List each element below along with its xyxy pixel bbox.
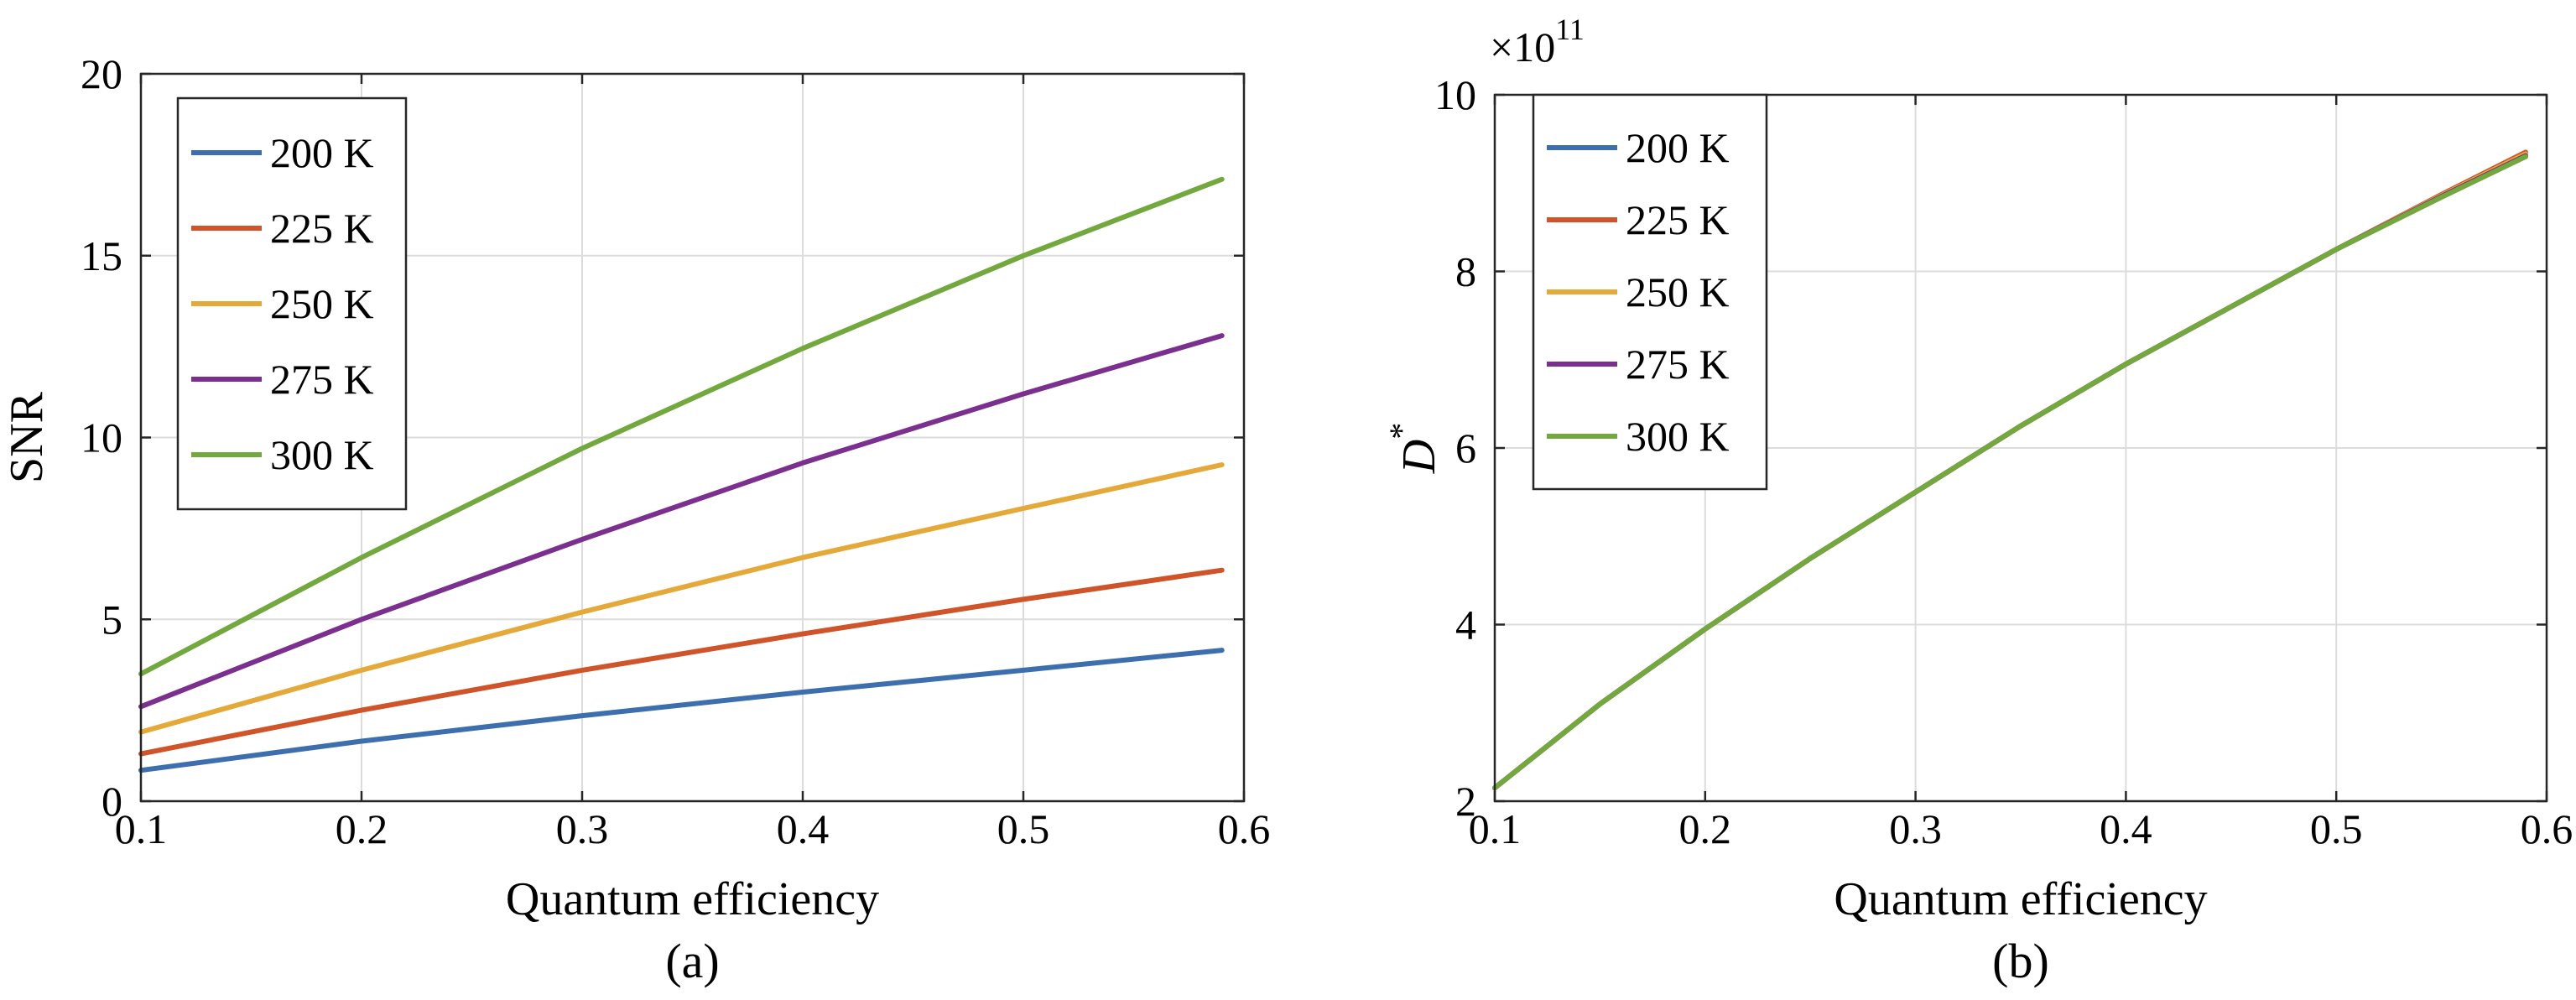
x-axis-label: Quantum efficiency xyxy=(1834,873,2207,925)
series-line-225k xyxy=(138,567,1225,757)
legend-label: 275 K xyxy=(1626,341,1730,388)
legend-label: 225 K xyxy=(270,205,374,252)
y-multiplier-exponent: 11 xyxy=(1555,13,1585,46)
x-tick-label: 0.3 xyxy=(1889,805,1942,852)
x-tick-label: 0.6 xyxy=(1218,805,1271,852)
x-tick-label: 0.1 xyxy=(1469,805,1522,852)
legend-label: 250 K xyxy=(1626,268,1730,315)
y-tick-label: 15 xyxy=(81,232,122,279)
panel-b: 0.1 0.2 0.3 0.4 0.5 0.6 2 4 6 8 10 Quantum efficien… xyxy=(1382,13,2573,988)
series-line-300k xyxy=(138,176,1225,677)
y-tick-label: 2 xyxy=(1455,778,1476,825)
y-multiplier: ×1011 xyxy=(1490,13,1585,70)
x-tick-label: 0.2 xyxy=(336,805,388,852)
y-tick-label: 20 xyxy=(81,50,122,97)
y-tick-label: 4 xyxy=(1455,602,1476,648)
y-axis-label-main: D xyxy=(1393,440,1445,474)
legend-label: 250 K xyxy=(270,280,374,327)
y-axis-label-superscript: * xyxy=(1382,423,1420,440)
legend-label: 200 K xyxy=(1626,124,1730,171)
y-axis-label: D* xyxy=(1382,423,1445,474)
panel-caption: (a) xyxy=(665,934,719,988)
y-multiplier-base: ×10 xyxy=(1490,23,1555,70)
panel-a: 0.1 0.2 0.3 0.4 0.5 0.6 0 5 10 15 20 Quantum effici… xyxy=(1,50,1270,988)
series-line-200k xyxy=(138,648,1225,773)
x-axis-label: Quantum efficiency xyxy=(506,873,879,925)
x-tick-label: 0.3 xyxy=(556,805,609,852)
y-axis-label-main: SNR xyxy=(1,391,53,483)
series-line-275k xyxy=(138,333,1225,710)
legend-label: 300 K xyxy=(270,431,374,478)
legend-label: 225 K xyxy=(1626,196,1730,243)
series-line-250k xyxy=(138,462,1225,735)
y-tick-label: 0 xyxy=(101,778,122,825)
x-tick-label: 0.6 xyxy=(2521,805,2573,852)
y-tick-label: 8 xyxy=(1455,248,1476,295)
y-axis-label: SNR xyxy=(1,391,53,483)
legend-label: 300 K xyxy=(1626,413,1730,460)
x-tick-label: 0.4 xyxy=(2100,805,2152,852)
y-tick-label: 10 xyxy=(1434,71,1476,118)
legend-label: 200 K xyxy=(270,129,374,176)
x-tick-label: 0.1 xyxy=(115,805,168,852)
panel-caption: (b) xyxy=(1992,934,2049,988)
x-tick-label: 0.5 xyxy=(2310,805,2363,852)
y-tick-label: 6 xyxy=(1455,424,1476,471)
y-tick-label: 5 xyxy=(101,596,122,643)
y-tick-label: 10 xyxy=(81,414,122,461)
series-line-300k xyxy=(1492,154,2528,791)
x-tick-label: 0.5 xyxy=(997,805,1050,852)
x-tick-label: 0.4 xyxy=(777,805,830,852)
x-tick-label: 0.2 xyxy=(1679,805,1732,852)
legend-label: 275 K xyxy=(270,356,374,403)
